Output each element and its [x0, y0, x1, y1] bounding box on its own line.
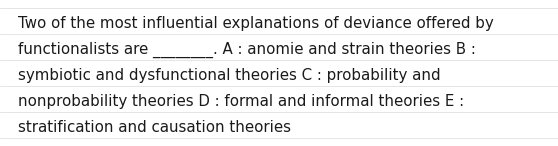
Text: functionalists are ________. A : anomie and strain theories B :: functionalists are ________. A : anomie … [18, 42, 476, 58]
Text: Two of the most influential explanations of deviance offered by: Two of the most influential explanations… [18, 16, 494, 31]
Text: nonprobability theories D : formal and informal theories E :: nonprobability theories D : formal and i… [18, 94, 464, 109]
Text: stratification and causation theories: stratification and causation theories [18, 120, 291, 135]
Text: symbiotic and dysfunctional theories C : probability and: symbiotic and dysfunctional theories C :… [18, 68, 441, 83]
